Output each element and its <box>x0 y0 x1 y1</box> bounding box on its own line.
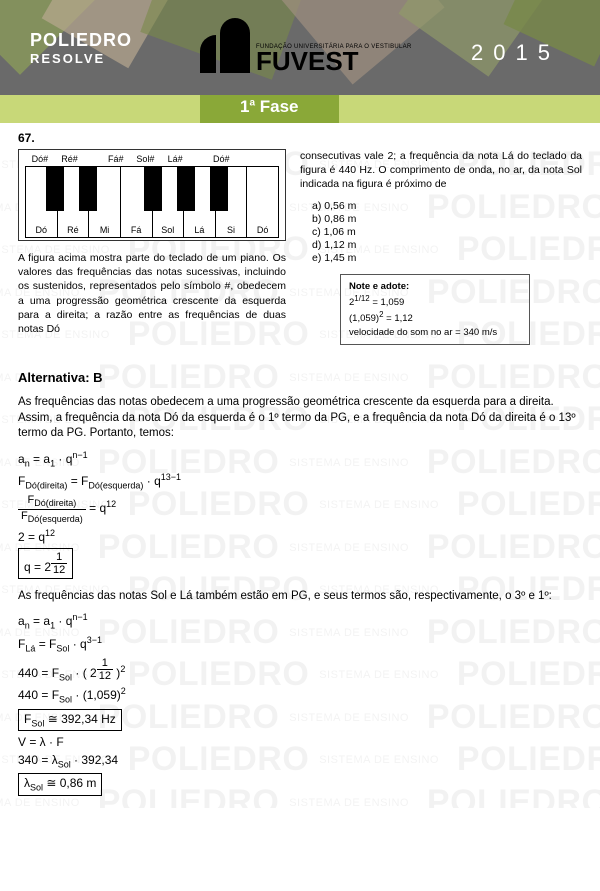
equation-boxed: λSol ≅ 0,86 m <box>18 773 582 795</box>
option-item: d) 1,12 m <box>300 239 582 251</box>
option-item: a) 0,56 m <box>300 200 582 212</box>
brand-logo: POLIEDRO RESOLVE <box>30 30 132 66</box>
piano-keys: DóRéMiFáSolLáSiDó <box>25 166 279 238</box>
fuvest-logo: FUNDAÇÃO UNIVERSITÁRIA PARA O VESTIBULAR… <box>200 18 412 73</box>
option-item: c) 1,06 m <box>300 226 582 238</box>
piano-black-key <box>79 167 97 211</box>
equation-boxed: FSol ≅ 392,34 Hz <box>18 709 582 731</box>
brand-line2: RESOLVE <box>30 51 132 66</box>
equation: V = λ · F <box>18 735 582 749</box>
equation: 440 = FSol · (1,059)2 <box>18 686 582 704</box>
piano-figure: Dó#Ré#Fá#Sol#Lá#Dó# DóRéMiFáSolLáSiDó <box>18 149 286 241</box>
equation: an = a1 · qn−1 <box>18 450 582 468</box>
equation: 2 = q12 <box>18 528 582 544</box>
alternative-label: Alternativa: B <box>18 370 582 385</box>
header: POLIEDRO RESOLVE FUNDAÇÃO UNIVERSITÁRIA … <box>0 0 600 95</box>
options-list: a) 0,56 mb) 0,86 mc) 1,06 md) 1,12 me) 1… <box>300 200 582 264</box>
equation: 340 = λSol · 392,34 <box>18 753 582 769</box>
question-block: 67. Dó#Ré#Fá#Sol#Lá#Dó# DóRéMiFáSolLáSiD… <box>18 131 582 345</box>
year-label: 2015 <box>471 40 560 66</box>
equation: FLá = FSol · q3−1 <box>18 635 582 653</box>
piano-black-key <box>210 167 228 211</box>
equation: FDó(direita)FDó(esquerda) = q12 <box>18 494 582 523</box>
piano-black-key <box>46 167 64 211</box>
phase-bar: 1a Fase <box>0 95 600 123</box>
question-text-right: consecutivas vale 2; a frequência da not… <box>300 149 582 192</box>
piano-black-key <box>144 167 162 211</box>
option-item: b) 0,86 m <box>300 213 582 225</box>
fuvest-icon <box>200 18 250 73</box>
question-number: 67. <box>18 131 582 145</box>
question-text-left: A figura acima mostra parte do teclado d… <box>18 251 286 336</box>
equation: FDó(direita) = FDó(esquerda) · q13−1 <box>18 472 582 490</box>
note-line: (1,059)2 = 1,12 <box>349 309 521 325</box>
solution-intro: As frequências das notas obedecem a uma … <box>18 395 582 442</box>
solution-mid-text: As frequências das notas Sol e Lá também… <box>18 589 582 605</box>
brand-line1: POLIEDRO <box>30 30 132 51</box>
equation: 440 = FSol · ( 2112 )2 <box>18 657 582 682</box>
phase-label: 1a Fase <box>200 95 339 123</box>
piano-white-key: Dó <box>247 167 278 237</box>
solution-block: Alternativa: B As frequências das notas … <box>18 359 582 796</box>
piano-black-key <box>177 167 195 211</box>
note-title: Note e adote: <box>349 280 521 293</box>
equation-boxed: q = 2112 <box>18 548 582 579</box>
note-line: 21/12 = 1,059 <box>349 293 521 309</box>
option-item: e) 1,45 m <box>300 252 582 264</box>
note-box: Note e adote: 21/12 = 1,059 (1,059)2 = 1… <box>340 274 530 346</box>
equation: an = a1 · qn−1 <box>18 612 582 630</box>
note-line: velocidade do som no ar = 340 m/s <box>349 326 521 339</box>
fuvest-title: FUVEST <box>256 50 412 73</box>
